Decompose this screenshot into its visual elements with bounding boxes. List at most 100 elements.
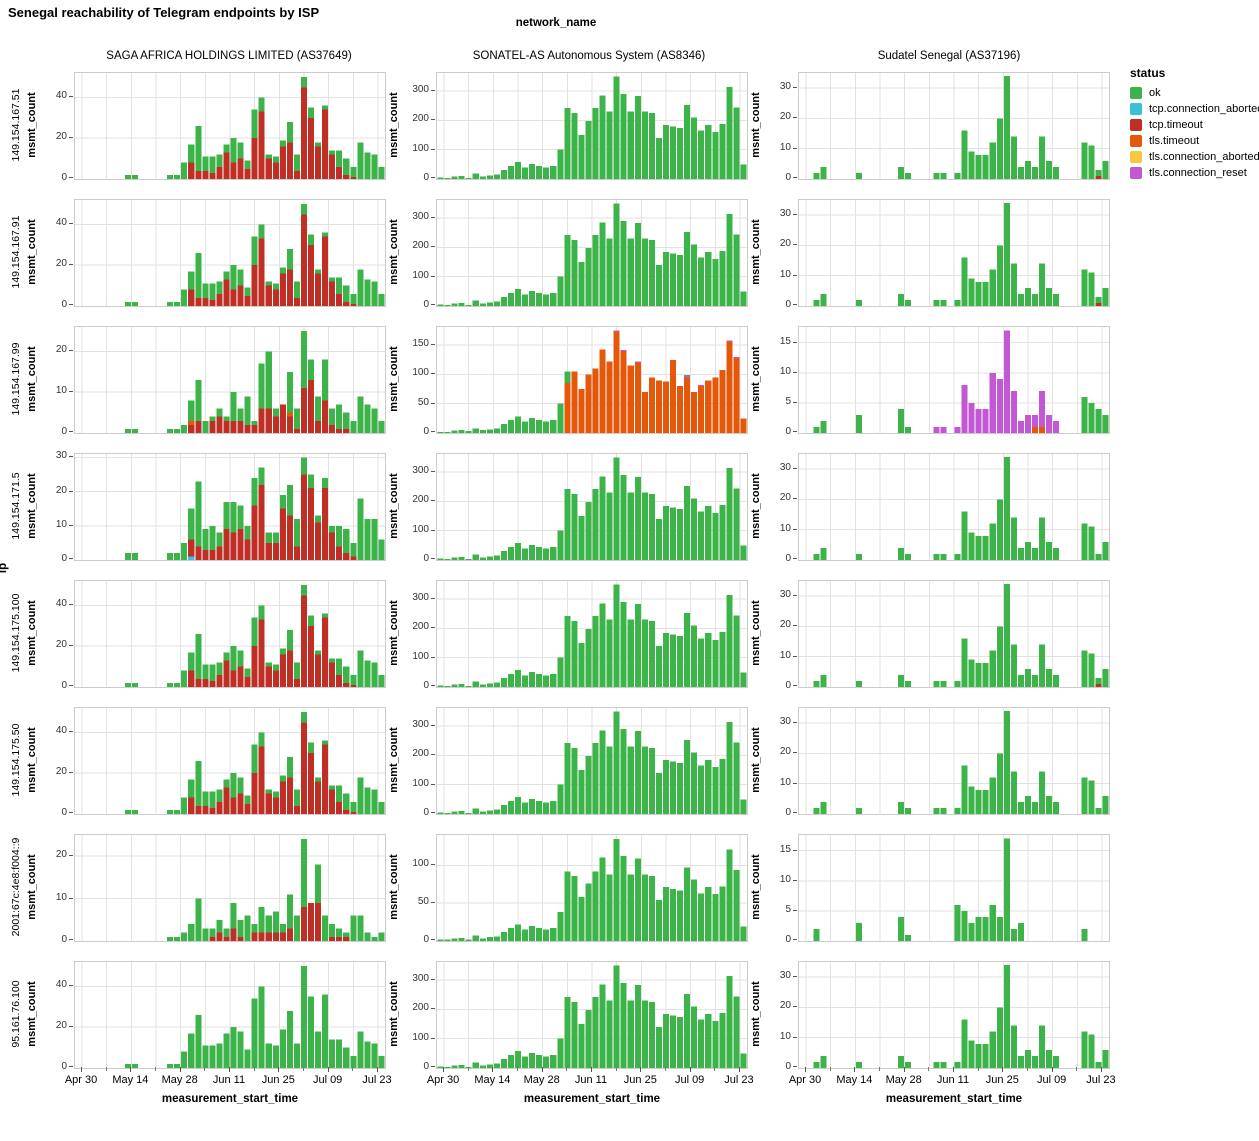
bar-ok: [329, 785, 336, 790]
plot-area: [436, 453, 748, 561]
bar-tcp_timeout: [223, 279, 230, 306]
bar-tcp_timeout: [265, 542, 272, 560]
bar-ok: [451, 430, 458, 433]
bar-ok: [543, 1056, 550, 1068]
y-tick-mark: [69, 558, 73, 559]
bar-ok: [599, 222, 606, 306]
bar-ok: [131, 682, 138, 687]
bar-ok: [437, 1066, 444, 1068]
bar-ok: [855, 807, 862, 814]
bar-ok: [300, 457, 307, 475]
bar-ok: [550, 546, 557, 560]
row-label-cell: 149.154.167.91: [8, 199, 24, 305]
legend-item-tls_connection_reset: tls.connection_reset: [1130, 167, 1259, 179]
bar-ok: [479, 176, 486, 179]
bar-tcp_timeout: [322, 744, 329, 814]
bar-ok: [982, 662, 989, 687]
facet-row: 95.161.76.100 msmt_count 0 20 40 msmt_count 0 1…: [8, 961, 1110, 1072]
bar-ok: [634, 985, 641, 1068]
bar-ok: [813, 553, 820, 560]
bar-ok: [954, 553, 961, 560]
bar-ok: [451, 938, 458, 941]
bar-ok: [564, 235, 571, 306]
bar-ok: [592, 235, 599, 306]
bar-ok: [905, 553, 912, 560]
bar-tcp_timeout: [237, 158, 244, 179]
y-tick-mark: [431, 246, 435, 248]
bar-ok: [726, 86, 733, 179]
bar-tcp_timeout: [300, 722, 307, 814]
y-axis-ticks: 0 10 20 30: [764, 961, 798, 1072]
x-minor-tick-mark: [155, 1067, 157, 1071]
bar-ok: [996, 245, 1003, 306]
bar-ok: [515, 1051, 522, 1068]
bar-ok: [898, 293, 905, 306]
y-axis-title-cell: msmt_count: [386, 199, 402, 305]
y-axis-title: msmt_count: [26, 854, 38, 920]
facet: msmt_count 0 100 200 300: [386, 199, 748, 310]
plot-area: [74, 707, 386, 815]
y-tick-label: 10: [779, 268, 791, 280]
bar-ok: [1046, 795, 1053, 814]
bar-ok: [1081, 396, 1088, 433]
y-tick-mark: [431, 812, 435, 813]
bar-ok: [202, 791, 209, 806]
bar-ok: [733, 996, 740, 1068]
bar-ok: [293, 789, 300, 806]
bar-ok: [1046, 668, 1053, 687]
bar-ok: [131, 809, 138, 814]
bar-ok: [251, 998, 258, 1068]
bar-ok: [357, 396, 364, 433]
bar-ok: [350, 166, 357, 177]
bar-ok: [606, 1000, 613, 1068]
bar-tls_timeout: [648, 377, 655, 433]
x-tick-label: Jul 23: [1086, 1074, 1116, 1086]
bar-ok: [472, 935, 479, 941]
y-tick-label: 0: [61, 553, 67, 564]
bar-ok: [336, 928, 343, 937]
facet: msmt_count 0 50 100: [386, 834, 748, 945]
bar-ok: [124, 428, 131, 433]
bar-tcp_timeout: [293, 297, 300, 306]
bar-ok: [279, 1029, 286, 1068]
bar-ok: [515, 670, 522, 687]
bar-ok: [940, 299, 947, 306]
bar-ok: [820, 293, 827, 306]
bar-ok: [557, 403, 564, 433]
bar-ok: [293, 408, 300, 429]
bar-ok: [1081, 142, 1088, 179]
bar-tcp_timeout: [279, 404, 286, 433]
x-minor-tick-mark: [928, 1067, 930, 1071]
bar-ok: [655, 265, 662, 306]
bar-ok: [336, 150, 343, 167]
bar-ok: [691, 117, 698, 179]
bar-ok: [258, 605, 265, 620]
bar-ok: [705, 759, 712, 814]
x-minor-tick-mark: [566, 1067, 568, 1071]
bar-ok: [272, 283, 279, 290]
x-tick-mark: [492, 1067, 494, 1072]
bar-tcp_timeout: [230, 670, 237, 687]
bar-ok: [216, 1043, 223, 1068]
bar-ok: [1095, 1061, 1102, 1068]
bar-tcp_timeout: [272, 670, 279, 687]
bar-ok: [961, 638, 968, 687]
y-tick-mark: [431, 344, 435, 346]
bar-ok: [813, 299, 820, 306]
bar-ok: [237, 1031, 244, 1068]
bar-ok: [585, 248, 592, 306]
y-axis-ticks: 0 5 10 15: [764, 834, 798, 945]
bar-tcp_timeout: [293, 678, 300, 687]
row-label-ip: 149.154.175.50: [10, 723, 22, 797]
bar-ok: [578, 1024, 585, 1068]
y-tick-mark: [431, 304, 435, 305]
bar-tcp_timeout: [343, 936, 350, 941]
bar-tcp_timeout: [202, 549, 209, 560]
bar-tls_connection_reset: [620, 349, 627, 352]
bar-ok: [364, 660, 371, 687]
bar-ok: [1102, 1049, 1109, 1068]
bar-ok: [181, 670, 188, 687]
bar-ok: [437, 812, 444, 814]
bar-ok: [486, 810, 493, 814]
bar-ok: [684, 612, 691, 687]
